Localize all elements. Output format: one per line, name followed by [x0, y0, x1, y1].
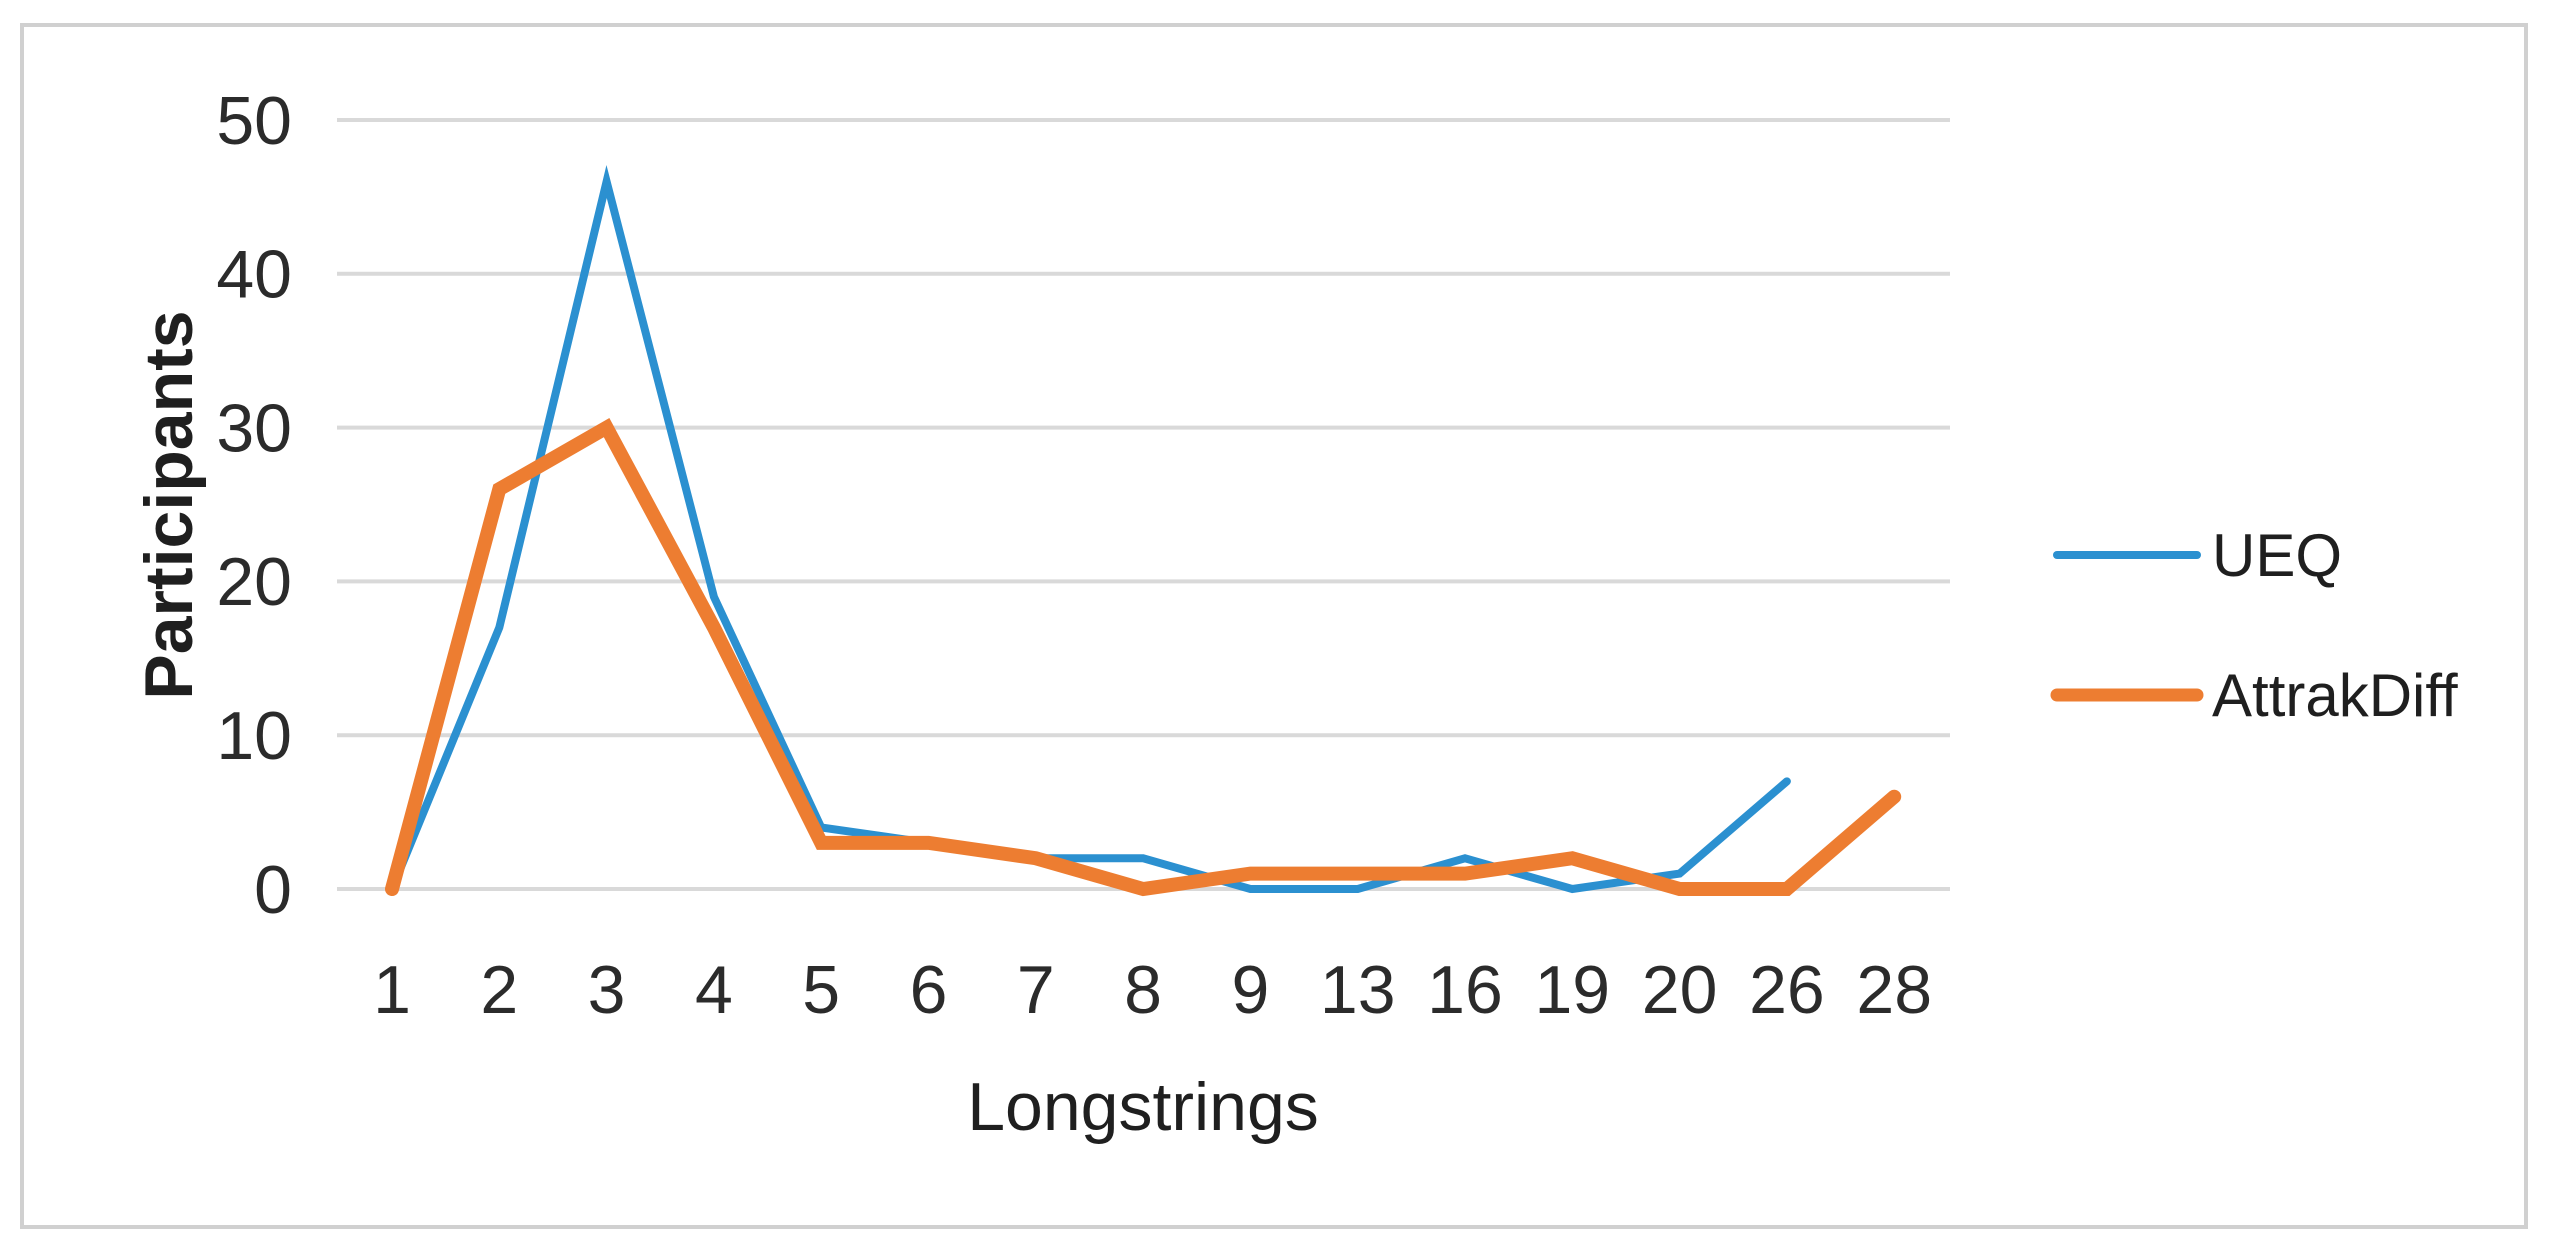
x-axis-tick-label: 9 [1231, 952, 1269, 1028]
x-axis-tick-label: 5 [802, 952, 840, 1028]
y-axis-title: Participants [131, 310, 207, 699]
y-axis-tick-labels: 0 10 20 30 40 50 [216, 83, 292, 928]
x-axis-tick-label: 16 [1427, 952, 1503, 1028]
ueq-line-series [388, 164, 1791, 894]
y-axis-tick-label: 10 [216, 698, 292, 774]
attrakdiff-line-series [385, 417, 1902, 897]
x-axis-tick-label: 6 [910, 952, 948, 1028]
x-axis-tick-label: 28 [1856, 952, 1932, 1028]
legend: UEQ AttrakDiff [2050, 522, 2458, 729]
y-axis-tick-label: 50 [216, 83, 292, 159]
figure-border [20, 23, 2528, 1229]
x-axis-tick-label: 2 [480, 952, 518, 1028]
x-axis-tick-label: 1 [373, 952, 411, 1028]
y-axis-tick-label: 0 [254, 852, 292, 928]
x-axis-tick-label: 13 [1320, 952, 1396, 1028]
y-axis-tick-label: 40 [216, 237, 292, 313]
series-lines [385, 164, 1902, 897]
x-axis-tick-labels: 1 2 3 4 5 6 7 8 9 13 16 19 20 26 28 [373, 952, 1932, 1028]
x-axis-title: Longstrings [967, 1069, 1319, 1145]
legend-label-attrakdiff: AttrakDiff [2212, 662, 2458, 729]
x-axis-tick-label: 3 [588, 952, 626, 1028]
x-axis-tick-label: 26 [1749, 952, 1825, 1028]
y-axis-tick-label: 20 [216, 544, 292, 620]
y-axis-tick-label: 30 [216, 390, 292, 466]
legend-label-ueq: UEQ [2212, 522, 2342, 589]
x-axis-tick-label: 20 [1642, 952, 1718, 1028]
x-axis-tick-label: 7 [1017, 952, 1055, 1028]
gridlines [337, 118, 1950, 891]
x-axis-tick-label: 19 [1534, 952, 1610, 1028]
x-axis-tick-label: 8 [1124, 952, 1162, 1028]
x-axis-tick-label: 4 [695, 952, 733, 1028]
